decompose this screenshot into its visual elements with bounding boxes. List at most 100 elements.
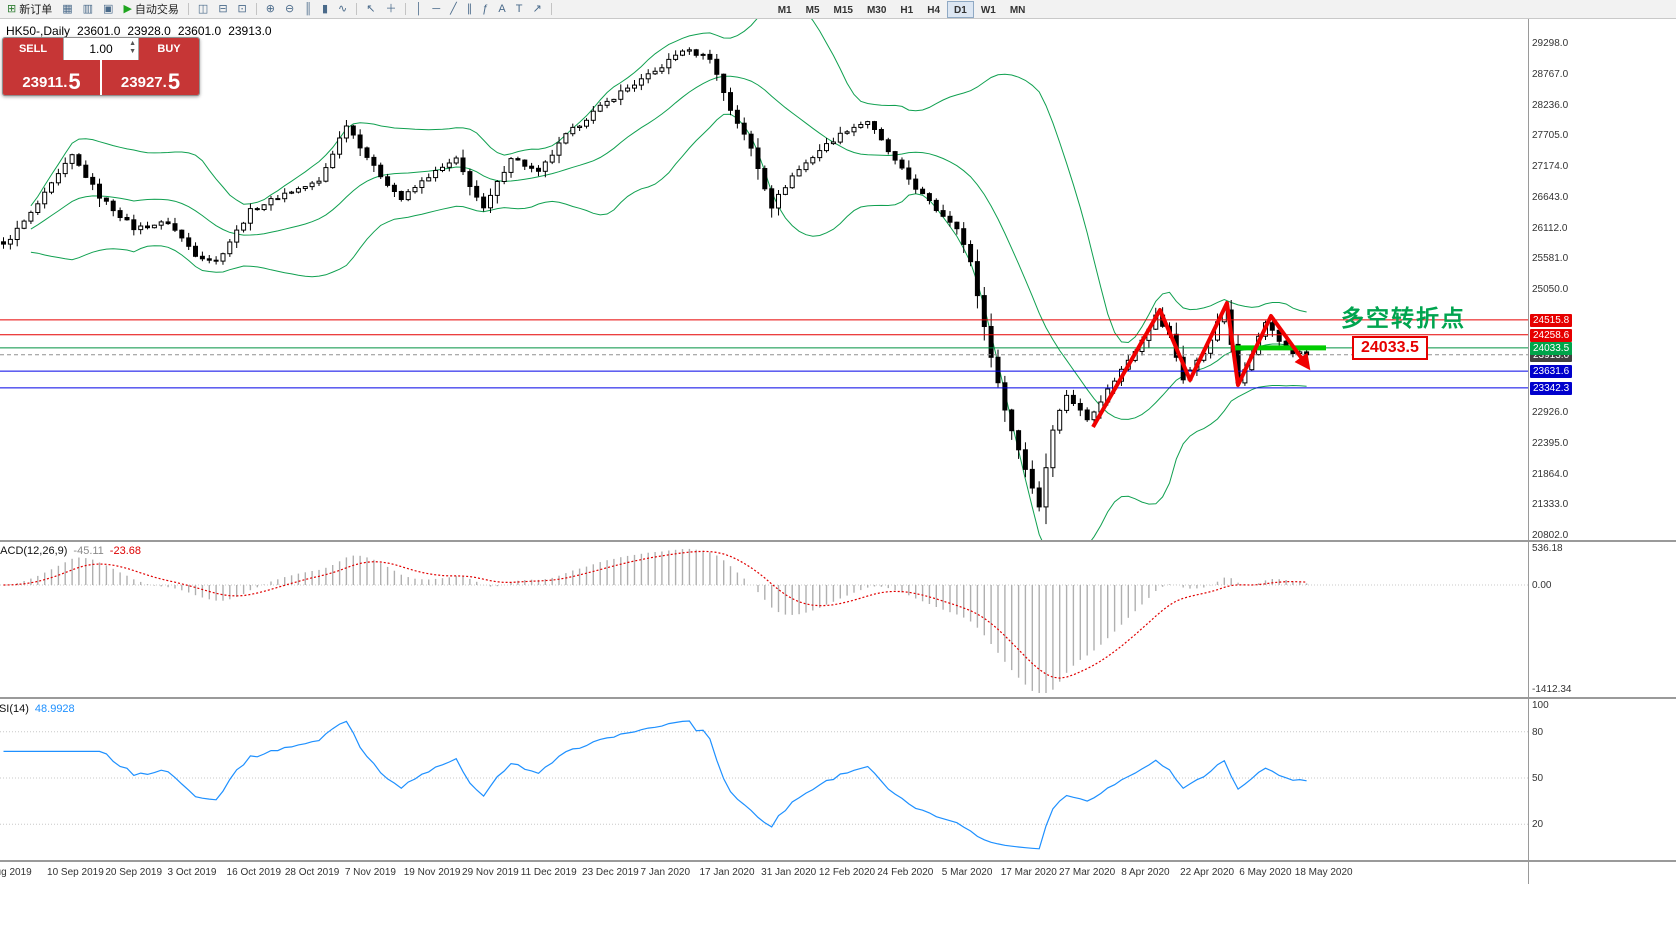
turning-point-annotation[interactable]: 多空转折点	[1341, 305, 1466, 331]
horizontal-line-icon[interactable]: ─	[427, 1, 445, 18]
new-order-button[interactable]: ⊞ 新订单	[2, 1, 57, 18]
timeframe-h4[interactable]: H4	[927, 4, 941, 16]
volume-value[interactable]: 1.00	[89, 42, 113, 56]
fibonacci-icon[interactable]: ƒ	[477, 1, 493, 18]
date-label: 3 Oct 2019	[167, 867, 217, 878]
timeframe-mn[interactable]: MN	[1009, 4, 1026, 16]
ohlc-open: 23601.0	[77, 24, 121, 38]
rsi-axis-label: 20	[1532, 819, 1544, 830]
macd-axis-zero: 0.00	[1532, 580, 1552, 591]
price-axis[interactable]: 29298.0 28767.0 28236.0 27705.0 27174.0 26643…	[1529, 0, 1675, 941]
sell-price[interactable]: 23911. 5	[3, 60, 100, 95]
charts-icon[interactable]: ▦	[57, 1, 77, 18]
label-icon[interactable]: T	[511, 1, 528, 18]
price-tick: 21864.0	[1532, 469, 1569, 480]
text-icon[interactable]: A	[493, 1, 510, 18]
date-label: 17 Jan 2020	[699, 867, 755, 878]
buy-button[interactable]: BUY	[139, 38, 199, 60]
new-order-icon: ⊞	[7, 2, 17, 15]
date-label: 11 Dec 2019	[520, 867, 577, 878]
date-label: 28 Oct 2019	[284, 867, 340, 878]
volume-spinner: ▲ ▼	[129, 40, 136, 56]
timeframe-m15[interactable]: M15	[833, 4, 853, 16]
macd-axis-min: -1412.34	[1532, 684, 1572, 695]
line-chart-icon-icon: ∿	[338, 2, 348, 15]
price-level-label: 23631.6	[1530, 365, 1573, 378]
crosshair-icon-icon: ＋	[385, 2, 397, 15]
channel-icon[interactable]: ∥	[462, 1, 478, 18]
tile-windows-icon-icon: ⊟	[218, 2, 228, 15]
alerts-icon[interactable]: ▣	[98, 1, 118, 18]
sell-button[interactable]: SELL	[3, 38, 63, 60]
bar-chart-icon[interactable]: ║	[299, 1, 317, 18]
trendline-icon[interactable]: ╱	[445, 1, 462, 18]
buy-price[interactable]: 23927. 5	[102, 60, 199, 95]
line-chart-icon[interactable]: ∿	[333, 1, 352, 18]
alerts-icon-icon: ▣	[103, 2, 114, 15]
profiles-icon[interactable]: ▥	[78, 1, 98, 18]
rsi-value: 48.9928	[34, 703, 75, 715]
macd-panel-canvas[interactable]	[0, 542, 1676, 697]
toolbar-separator	[255, 3, 257, 15]
cursor-icon[interactable]: ↖	[361, 1, 380, 18]
rsi-panel-canvas[interactable]	[0, 699, 1676, 859]
channel-icon-icon: ∥	[466, 2, 473, 15]
timeframe-m5[interactable]: M5	[805, 4, 820, 16]
price-level-label: 24258.6	[1530, 329, 1573, 342]
vertical-line-icon[interactable]: │	[410, 1, 427, 18]
profiles-icon-icon: ▥	[82, 2, 94, 15]
date-label: 7 Nov 2019	[344, 867, 396, 878]
candlestick-chart-icon[interactable]: ▮	[317, 1, 333, 18]
price-tick: 22395.0	[1532, 438, 1569, 449]
bollinger-bands	[30, 19, 1307, 540]
auto-trading-button[interactable]: ▶ 自动交易	[118, 1, 183, 18]
timeframe-d1[interactable]: D1	[947, 0, 974, 18]
price-tick: 25581.0	[1532, 253, 1569, 264]
timeframe-h1[interactable]: H1	[900, 4, 914, 16]
cascade-windows-icon-icon: ◫	[197, 2, 209, 15]
date-label: 31 Jan 2020	[761, 867, 817, 878]
arrows-icon[interactable]: ↗	[527, 1, 546, 18]
arrows-icon-icon: ↗	[532, 2, 542, 15]
tile-windows-icon[interactable]: ⊟	[213, 1, 232, 18]
candles	[1, 47, 1310, 525]
timeframe-m1[interactable]: M1	[777, 4, 792, 16]
price-tick: 29298.0	[1532, 38, 1569, 49]
volume-up-icon[interactable]: ▲	[129, 40, 136, 47]
price-tick: 27174.0	[1532, 161, 1569, 172]
zoom-out-icon-icon: ⊖	[284, 2, 295, 15]
toolbar-separator	[187, 3, 189, 15]
panel-divider[interactable]	[0, 540, 1676, 542]
auto-trading-icon: ▶	[123, 2, 132, 15]
price-tick: 28767.0	[1532, 69, 1569, 80]
timeframe-w1[interactable]: W1	[980, 4, 996, 16]
label-icon-icon: T	[515, 2, 523, 15]
zigzag-annotation[interactable]	[1091, 301, 1311, 428]
horizontal-line-icon-icon: ─	[432, 2, 441, 15]
timeframe-m30[interactable]: M30	[866, 4, 887, 16]
volume-field[interactable]: 1.00 ▲ ▼	[63, 38, 139, 60]
price-chart-canvas[interactable]	[0, 19, 1676, 540]
arrange-windows-icon[interactable]: ⊡	[233, 1, 252, 18]
price-level-label: 24033.5	[1530, 342, 1573, 355]
macd-signal-line	[3, 550, 1307, 679]
volume-down-icon[interactable]: ▼	[129, 48, 136, 55]
cascade-windows-icon[interactable]: ◫	[193, 1, 213, 18]
zoom-in-icon[interactable]: ⊕	[261, 1, 280, 18]
fibonacci-icon-icon: ƒ	[482, 2, 489, 15]
panel-divider[interactable]	[0, 697, 1676, 699]
date-label: 6 May 2020	[1239, 867, 1292, 878]
date-label: 20 Sep 2019	[105, 867, 163, 878]
date-label: 8 Apr 2020	[1121, 867, 1170, 878]
date-label: 17 Mar 2020	[1000, 867, 1057, 878]
cursor-icon-icon: ↖	[366, 2, 376, 15]
bar-chart-icon-icon: ║	[304, 2, 312, 15]
zoom-out-icon[interactable]: ⊖	[280, 1, 299, 18]
macd-indicator-label: MACD(12,26,9)-45.11-23.68	[0, 545, 141, 557]
price-tick: 20802.0	[1532, 530, 1569, 541]
new-order-button-label: 新订单	[19, 4, 53, 16]
panel-divider[interactable]	[0, 860, 1676, 862]
price-tag-annotation[interactable]: 24033.5	[1352, 336, 1428, 360]
crosshair-icon[interactable]: ＋	[380, 1, 401, 18]
